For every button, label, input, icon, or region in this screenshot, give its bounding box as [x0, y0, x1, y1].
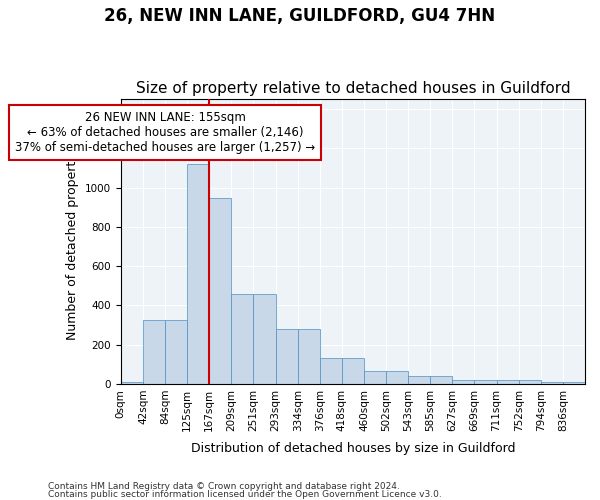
Text: Contains HM Land Registry data © Crown copyright and database right 2024.: Contains HM Land Registry data © Crown c…	[48, 482, 400, 491]
Bar	[232, 294, 253, 384]
Bar	[541, 382, 563, 384]
Text: 26 NEW INN LANE: 155sqm
← 63% of detached houses are smaller (2,146)
37% of semi: 26 NEW INN LANE: 155sqm ← 63% of detache…	[15, 111, 315, 154]
Title: Size of property relative to detached houses in Guildford: Size of property relative to detached ho…	[136, 80, 570, 96]
X-axis label: Distribution of detached houses by size in Guildford: Distribution of detached houses by size …	[191, 442, 515, 455]
Bar	[342, 358, 364, 384]
Bar	[430, 376, 452, 384]
Bar	[364, 371, 386, 384]
Bar	[386, 371, 408, 384]
Bar	[121, 382, 143, 384]
Bar	[452, 380, 475, 384]
Bar	[275, 329, 298, 384]
Bar	[165, 320, 187, 384]
Text: Contains public sector information licensed under the Open Government Licence v3: Contains public sector information licen…	[48, 490, 442, 499]
Bar	[320, 358, 342, 384]
Y-axis label: Number of detached properties: Number of detached properties	[67, 143, 79, 340]
Bar	[475, 380, 497, 384]
Bar	[408, 376, 430, 384]
Bar	[187, 164, 209, 384]
Text: 26, NEW INN LANE, GUILDFORD, GU4 7HN: 26, NEW INN LANE, GUILDFORD, GU4 7HN	[104, 8, 496, 26]
Bar	[518, 380, 541, 384]
Bar	[253, 294, 275, 384]
Bar	[497, 380, 518, 384]
Bar	[209, 198, 232, 384]
Bar	[563, 382, 585, 384]
Bar	[298, 329, 320, 384]
Bar	[143, 320, 165, 384]
